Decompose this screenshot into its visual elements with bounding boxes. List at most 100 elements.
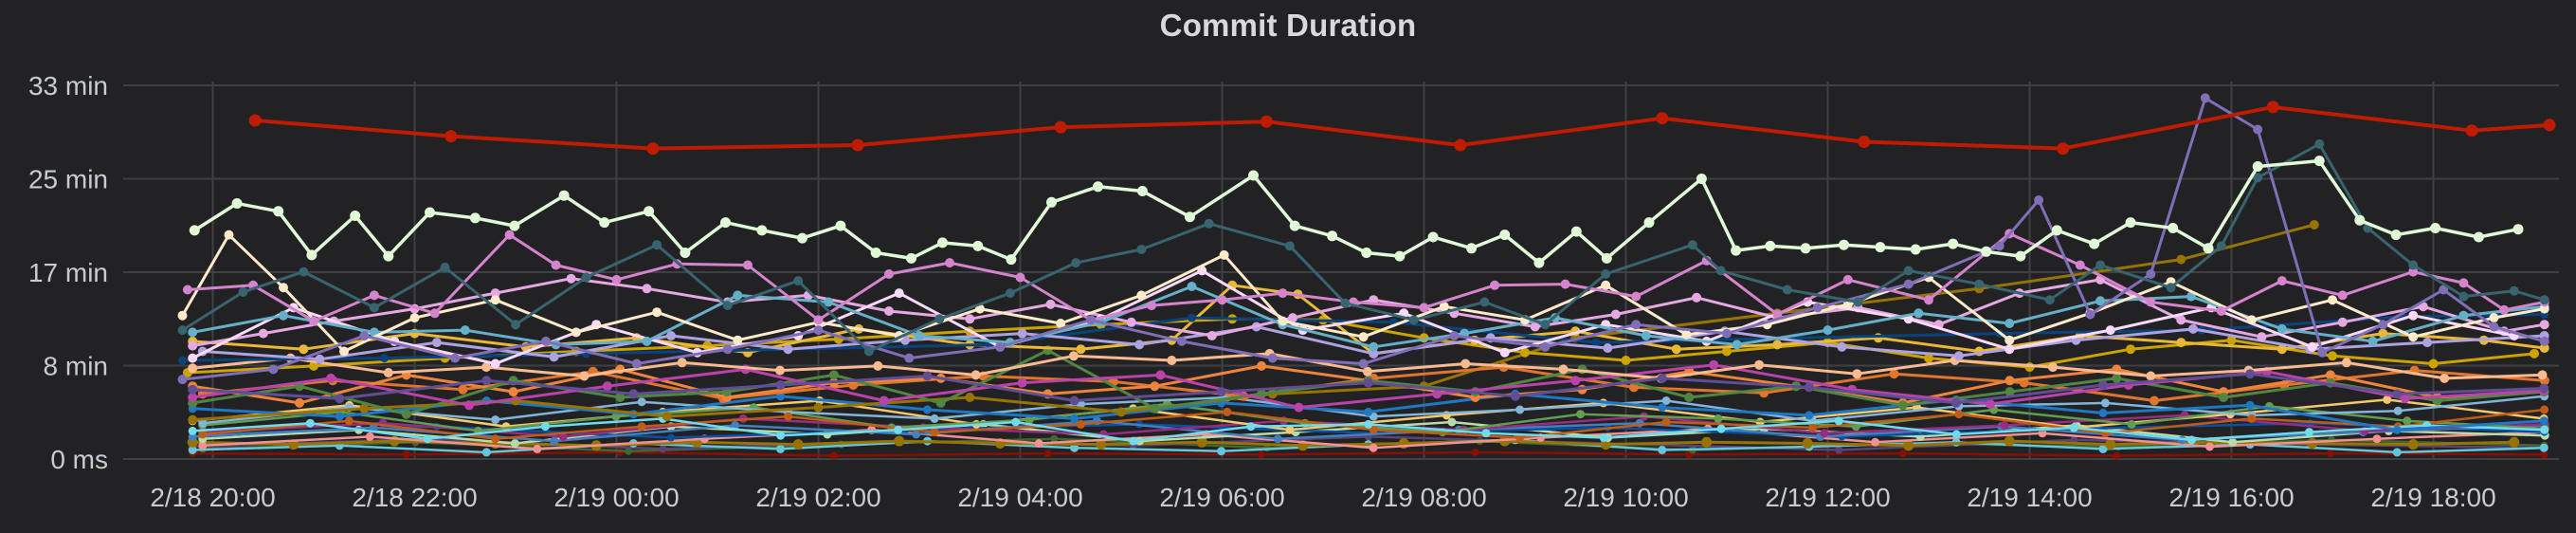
data-point-pink[interactable]: [566, 273, 576, 284]
data-point-navy[interactable]: [1188, 313, 1196, 322]
data-point-dark-green[interactable]: [935, 397, 946, 408]
data-point-orchid[interactable]: [1015, 272, 1025, 283]
data-point-orchid[interactable]: [1490, 280, 1500, 290]
data-point-sky[interactable]: [188, 426, 197, 435]
data-point-indigo[interactable]: [1804, 382, 1814, 393]
data-point-orchid[interactable]: [1147, 301, 1156, 311]
data-point-sky[interactable]: [1716, 424, 1726, 433]
data-point-dark-teal[interactable]: [2095, 260, 2106, 270]
data-point-red[interactable]: [2266, 101, 2279, 114]
data-point-violet[interactable]: [2200, 93, 2210, 103]
data-point-mint[interactable]: [1839, 239, 1849, 250]
data-point-dark-teal[interactable]: [1782, 285, 1792, 295]
data-point-cream[interactable]: [409, 313, 420, 323]
data-point-maroon[interactable]: [2113, 451, 2121, 460]
data-point-lavender[interactable]: [1603, 343, 1613, 353]
data-point-cyan[interactable]: [188, 327, 198, 338]
data-point-cream[interactable]: [2408, 332, 2419, 342]
data-point-violet[interactable]: [1631, 320, 1642, 330]
data-point-dark-teal[interactable]: [2539, 295, 2549, 305]
data-point-cyan[interactable]: [1732, 340, 1742, 350]
data-point-plum[interactable]: [558, 432, 568, 441]
data-point-peach[interactable]: [2146, 371, 2156, 381]
data-point-blue[interactable]: [2392, 425, 2402, 434]
data-point-yellow[interactable]: [1772, 340, 1783, 350]
data-point-burnt[interactable]: [1808, 423, 1817, 432]
data-point-pink[interactable]: [642, 284, 652, 294]
data-point-khaki-row[interactable]: [2004, 435, 2015, 447]
data-point-salmon[interactable]: [198, 441, 208, 450]
data-point-orchid[interactable]: [884, 269, 894, 279]
data-point-ocean2[interactable]: [667, 433, 675, 442]
data-point-orange[interactable]: [2005, 376, 2015, 386]
data-point-dark-teal[interactable]: [177, 325, 188, 336]
data-point-mint[interactable]: [2354, 214, 2366, 226]
data-point-dark-teal[interactable]: [2044, 295, 2055, 305]
data-point-salmon[interactable]: [1369, 443, 1378, 452]
data-point-cyan[interactable]: [2277, 323, 2287, 334]
data-point-orange[interactable]: [2325, 370, 2335, 380]
data-point-pale-pink[interactable]: [2005, 344, 2015, 355]
data-point-indigo[interactable]: [2245, 369, 2256, 379]
data-point-violet[interactable]: [450, 353, 461, 363]
data-point-cream[interactable]: [279, 283, 288, 293]
data-point-red[interactable]: [1260, 115, 1273, 128]
data-point-burnt[interactable]: [344, 416, 354, 426]
data-point-salmon[interactable]: [1034, 439, 1043, 448]
data-point-sky[interactable]: [1599, 433, 1608, 442]
data-point-mint[interactable]: [1289, 220, 1300, 231]
data-point-mint[interactable]: [1601, 252, 1612, 264]
data-point-lavender[interactable]: [549, 352, 559, 362]
data-point-peach[interactable]: [2341, 358, 2351, 368]
data-point-turquoise[interactable]: [188, 446, 197, 454]
data-point-cream[interactable]: [224, 230, 234, 240]
data-point-mint[interactable]: [1093, 181, 1103, 193]
data-point-mint[interactable]: [835, 220, 846, 231]
data-point-mint[interactable]: [2473, 231, 2484, 243]
data-point-orchid[interactable]: [2216, 306, 2226, 316]
data-point-steel[interactable]: [2100, 398, 2110, 408]
data-point-orchid[interactable]: [309, 316, 318, 326]
data-point-violet[interactable]: [1176, 336, 1187, 346]
data-point-yellow[interactable]: [1873, 333, 1883, 343]
data-point-steel[interactable]: [1661, 396, 1671, 405]
data-point-violet2[interactable]: [1835, 446, 1843, 454]
data-point-peach[interactable]: [188, 363, 198, 374]
data-point-burnt[interactable]: [637, 422, 646, 432]
data-point-dark-teal[interactable]: [1204, 218, 1214, 229]
data-point-dark-teal[interactable]: [1853, 297, 1863, 307]
data-point-violet[interactable]: [1540, 341, 1551, 352]
data-point-indigo[interactable]: [481, 376, 492, 386]
data-point-steel[interactable]: [637, 397, 646, 407]
data-point-pink[interactable]: [2257, 332, 2267, 342]
data-point-mint[interactable]: [599, 217, 610, 229]
data-point-lavender[interactable]: [1017, 328, 1027, 339]
data-point-violet[interactable]: [1903, 279, 1914, 289]
data-point-dark-teal[interactable]: [2253, 173, 2263, 183]
data-point-mint[interactable]: [469, 212, 481, 224]
data-point-turquoise[interactable]: [481, 448, 491, 457]
data-point-orchid[interactable]: [945, 258, 954, 268]
data-point-mint[interactable]: [1327, 230, 1338, 242]
data-point-violet[interactable]: [904, 353, 915, 363]
data-point-cream[interactable]: [2328, 295, 2337, 305]
data-point-violet[interactable]: [2489, 322, 2499, 332]
data-point-mint[interactable]: [2125, 217, 2136, 229]
data-point-burnt[interactable]: [1661, 417, 1671, 427]
data-point-mint[interactable]: [350, 211, 361, 221]
data-point-blue[interactable]: [1364, 407, 1373, 416]
data-point-dark-green[interactable]: [1897, 400, 1908, 411]
data-point-cream[interactable]: [1056, 319, 1066, 328]
data-point-peach[interactable]: [2440, 373, 2450, 383]
data-point-cyan[interactable]: [2367, 336, 2378, 346]
data-point-orchid[interactable]: [369, 290, 379, 301]
data-point-gold[interactable]: [1520, 347, 1530, 358]
data-point-dark-teal[interactable]: [369, 303, 379, 313]
data-point-mint[interactable]: [680, 248, 691, 258]
data-point-sky[interactable]: [305, 418, 315, 428]
data-point-dark-orange[interactable]: [1889, 369, 1899, 379]
data-point-sky[interactable]: [540, 422, 550, 432]
data-point-mint[interactable]: [1570, 226, 1582, 237]
data-point-cream[interactable]: [733, 335, 743, 345]
data-point-navy[interactable]: [1591, 338, 1601, 347]
